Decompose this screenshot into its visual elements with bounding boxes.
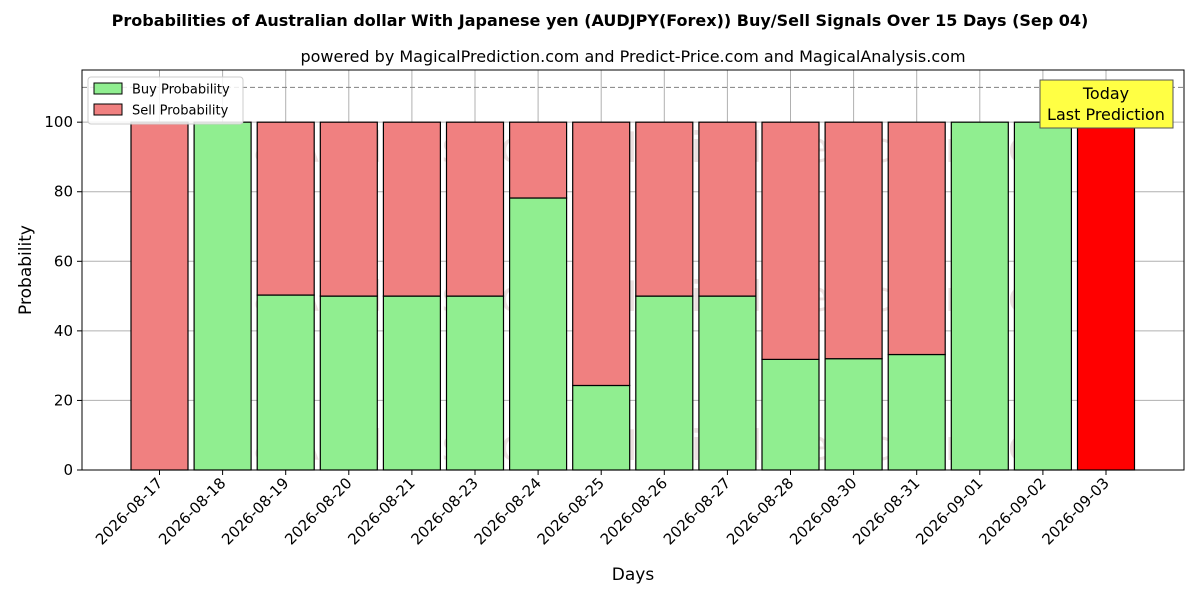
- x-tick-label: 2026-08-17: [92, 474, 166, 548]
- y-tick-label: 20: [54, 391, 73, 409]
- x-axis-label: Days: [612, 565, 655, 585]
- x-tick-label: 2026-08-18: [155, 474, 229, 548]
- x-tick-label: 2026-09-01: [912, 474, 986, 548]
- buy-bar: [761, 358, 820, 471]
- x-tick-label: 2026-08-28: [723, 474, 797, 548]
- x-tick-label: 2026-09-03: [1038, 474, 1112, 548]
- x-tick-label: 2026-09-02: [975, 474, 1049, 548]
- buy-bar: [950, 121, 1009, 471]
- annotation-text: Last Prediction: [1047, 105, 1165, 124]
- legend-swatch: [93, 82, 123, 95]
- today-annotation: Today Last Prediction: [1039, 79, 1174, 129]
- y-axis-label: Probability: [16, 225, 36, 315]
- buy-bar: [887, 353, 946, 471]
- x-tick-label: 2026-08-27: [660, 474, 734, 548]
- x-tick-label: 2026-08-23: [407, 474, 481, 548]
- x-tick-label: 2026-08-26: [597, 474, 671, 548]
- buy-bar: [509, 197, 568, 471]
- bars-layer: [130, 121, 1136, 471]
- sell-bar: [1076, 121, 1136, 471]
- sell-bar: [824, 121, 883, 360]
- x-tick-label: 2026-08-30: [786, 474, 860, 548]
- annotation-box: [1039, 79, 1174, 129]
- x-tick-label: 2026-08-25: [534, 474, 608, 548]
- buy-bar: [572, 384, 631, 471]
- buy-bar: [824, 358, 883, 471]
- sell-bar: [509, 121, 568, 199]
- buy-bar: [698, 295, 757, 471]
- buy-bar: [319, 295, 378, 471]
- y-tick-label: 60: [54, 252, 73, 270]
- sell-bar: [382, 121, 441, 297]
- buy-bar: [256, 294, 315, 471]
- y-tick-label: 0: [63, 461, 73, 479]
- annotation-text: Today: [1082, 84, 1129, 103]
- sell-bar: [319, 121, 378, 297]
- y-tick-label: 40: [54, 322, 73, 340]
- sell-bar: [635, 121, 694, 297]
- legend-box: [87, 76, 244, 125]
- legend-label: Sell Probability: [132, 104, 229, 119]
- chart-subtitle: powered by MagicalPrediction.com and Pre…: [300, 47, 965, 66]
- sell-bar: [572, 121, 631, 387]
- legend-label: Buy Probability: [132, 83, 230, 98]
- buy-bar: [445, 295, 505, 471]
- x-tick-label: 2026-08-31: [849, 474, 923, 548]
- x-tick-label: 2026-08-24: [471, 474, 545, 548]
- x-tick-label: 2026-08-20: [281, 474, 355, 548]
- sell-bar: [698, 121, 757, 297]
- legend: Buy Probability Sell Probability: [87, 76, 244, 125]
- sell-bar: [887, 121, 946, 356]
- sell-bar: [130, 121, 189, 471]
- sell-bar: [445, 121, 505, 297]
- y-tick-label: 100: [44, 113, 73, 131]
- x-tick-label: 2026-08-19: [218, 474, 292, 548]
- sell-bar: [256, 121, 315, 296]
- buy-bar: [1013, 121, 1073, 471]
- buy-bar: [382, 295, 441, 471]
- buy-bar: [635, 295, 694, 471]
- chart-title: Probabilities of Australian dollar With …: [112, 11, 1089, 30]
- x-tick-label: 2026-08-21: [344, 474, 418, 548]
- plot-frame: [81, 69, 1185, 471]
- buy-bar: [193, 121, 252, 471]
- sell-bar: [761, 121, 820, 360]
- legend-swatch: [93, 103, 123, 116]
- y-tick-label: 80: [54, 183, 73, 201]
